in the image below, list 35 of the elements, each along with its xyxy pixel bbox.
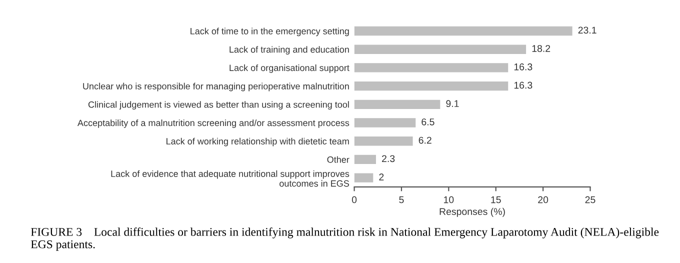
bar [354,81,508,91]
x-tick-label: 5 [399,196,404,204]
y-tick-label: Lack of time to in the emergency setting [190,28,349,36]
bar [354,136,413,146]
data-label: 2.3 [382,155,395,162]
x-tick-label: 10 [444,196,454,204]
y-tick-label: Lack of working relationship with dietetic team [166,138,349,146]
bar [354,154,376,164]
y-tick-label: Lack of training and education [230,46,349,54]
data-label: 6.2 [418,136,432,144]
y-tick-label: Acceptability of a malnutrition screening and/or assessment process [77,119,350,128]
data-label: 18.2 [532,45,550,52]
data-label: 16.3 [514,82,532,89]
bar [354,118,416,128]
data-label: 16.3 [514,63,532,70]
y-tick-label: Unclear who is responsible for managing perioperative malnutrition [83,82,349,92]
data-label: 2 [379,174,384,180]
bar [354,44,526,54]
data-label: 23.1 [578,26,596,34]
bar [354,100,440,109]
bar [354,173,374,182]
bar [354,26,572,36]
bar [354,63,508,72]
data-label: 6.5 [422,118,434,126]
y-tick-label: Clinical judgement is viewed as better than using a screening tool [88,101,349,110]
y-tick-label: Lack of organisational support [230,64,350,73]
x-tick-label: 15 [491,196,501,204]
y-tick-label: Other [327,156,350,163]
x-axis-title: Responses (%) [440,208,505,217]
y-tick-label: Lack of evidence that adequate nutritional support improves outcomes in EGS [111,170,350,187]
x-tick-label: 20 [538,196,548,204]
x-tick-label: 25 [585,196,596,204]
x-tick-label: 0 [352,196,357,204]
data-label: 9.1 [446,100,459,108]
caption: FIGURE 3 Local difficulties or barriers in identifying malnutrition risk in National Emergency Laparotomy Audit (NELA)-eligible EGS patients. [30,227,659,251]
